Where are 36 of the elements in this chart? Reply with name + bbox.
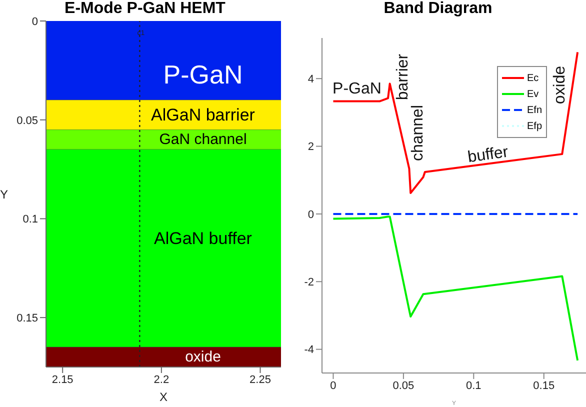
y-axis-title: Y [0,187,8,202]
legend-label: Ev [527,88,539,100]
annotation: buffer [466,144,510,166]
x-axis-title: X [159,390,168,404]
y-tick-label: 0 [32,16,38,28]
line-series [332,216,579,362]
y-tick-label: 0.05 [16,114,38,127]
annotation: barrier [394,53,412,100]
y-tick-label: 0.1 [22,214,38,226]
annotation: P-GaN [332,80,382,98]
x-tick-label: 0.15 [533,380,555,392]
legend-label: Efp [527,120,542,132]
series-label: P-GaN [163,60,243,90]
y-tick-label: -2 [304,276,314,289]
x-tick-label: 0 [330,380,336,392]
y-tick-label: 4 [308,74,314,86]
x-tick-label: 0.1 [466,380,482,392]
y-tick-label: 0 [308,208,314,221]
x-tick-label: 2.25 [250,374,271,386]
line-series [332,51,579,194]
y-tick-label: 2 [308,141,314,154]
annotation: channel [410,104,426,162]
x-tick-label: 2.15 [52,374,74,386]
legend-label: Ec [527,72,539,84]
y-tick-label: 0.15 [16,312,38,324]
y-tick-label: -4 [304,344,314,356]
series-label: GaN channel [159,131,247,148]
legend-label: Efn [527,104,542,116]
chart-title: E-Mode P-GaN HEMT [64,0,226,17]
x-tick-label: 2.2 [154,374,170,386]
x-tick-label: 0.05 [392,380,414,392]
annotation: oxide [552,66,568,104]
chart-title: Band Diagram [382,0,494,19]
series-label: AlGaN barrier [151,105,256,124]
series-label: AlGaN buffer [154,228,252,248]
series-label: oxide [185,348,221,366]
